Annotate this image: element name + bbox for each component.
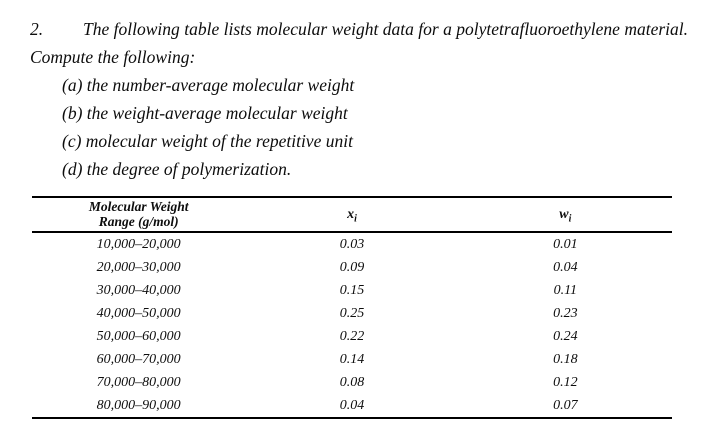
table-row: 70,000–80,000 0.08 0.12 — [32, 371, 672, 394]
table-row: 10,000–20,000 0.03 0.01 — [32, 232, 672, 256]
list-item-a: (a) the number-average molecular weight — [62, 75, 355, 95]
wi-cell: 0.04 — [553, 259, 578, 275]
range-cell: 30,000–40,000 — [96, 282, 181, 298]
xi-cell: 0.22 — [339, 328, 365, 344]
wi-cell: 0.23 — [553, 305, 578, 321]
header-molecular-weight-line2: Range (g/mol) — [98, 214, 179, 229]
xi-cell: 0.15 — [339, 282, 365, 298]
xi-cell: 0.25 — [339, 305, 365, 321]
range-cell: 60,000–70,000 — [96, 351, 181, 367]
problem-statement-line: 2. The following table lists molecular we… — [30, 15, 688, 43]
table-body: 10,000–20,000 0.03 0.01 20,000–30,000 0.… — [32, 232, 672, 418]
table-header: Molecular Weight Range (g/mol) xi wi — [32, 197, 672, 233]
range-cell: 70,000–80,000 — [96, 374, 181, 390]
xi-cell: 0.04 — [339, 397, 365, 413]
compute-instruction: Compute the following: — [30, 47, 196, 67]
molecular-weight-table: Molecular Weight Range (g/mol) xi wi 10,… — [32, 196, 672, 419]
table-row: 80,000–90,000 0.04 0.07 — [32, 394, 672, 418]
range-cell: 80,000–90,000 — [96, 397, 181, 413]
wi-cell: 0.11 — [553, 282, 578, 298]
header-xi: xi — [245, 197, 459, 233]
problem-number: 2. — [30, 19, 44, 39]
table-row: 20,000–30,000 0.09 0.04 — [32, 256, 672, 279]
list-item-b: (b) the weight-average molecular weight — [62, 103, 348, 123]
problem-intro-text: The following table lists molecular weig… — [83, 19, 688, 39]
xi-cell: 0.08 — [339, 374, 365, 390]
range-cell: 10,000–20,000 — [96, 236, 181, 252]
xi-cell: 0.09 — [339, 259, 365, 275]
range-cell: 50,000–60,000 — [96, 328, 181, 344]
xi-cell: 0.14 — [339, 351, 365, 367]
xi-cell: 0.03 — [339, 236, 365, 252]
wi-cell: 0.07 — [553, 397, 578, 413]
table-row: 30,000–40,000 0.15 0.11 — [32, 279, 672, 302]
wi-cell: 0.24 — [553, 328, 578, 344]
table-row: 50,000–60,000 0.22 0.24 — [32, 325, 672, 348]
header-wi-sub: i — [568, 213, 572, 225]
header-xi-sub: i — [354, 213, 357, 225]
table-row: 40,000–50,000 0.25 0.23 — [32, 302, 672, 325]
header-molecular-weight-range: Molecular Weight Range (g/mol) — [32, 197, 246, 233]
list-item-c: (c) molecular weight of the repetitive u… — [62, 131, 353, 151]
wi-cell: 0.12 — [553, 374, 578, 390]
header-xi-base: x — [347, 207, 355, 222]
range-cell: 40,000–50,000 — [96, 305, 181, 321]
list-item-d: (d) the degree of polymerization. — [62, 159, 292, 179]
wi-cell: 0.01 — [553, 236, 578, 252]
compute-item-list: (a) the number-average molecular weight … — [62, 71, 688, 183]
table-row: 60,000–70,000 0.14 0.18 — [32, 348, 672, 371]
header-wi-base: w — [559, 207, 569, 222]
header-wi: wi — [458, 197, 672, 233]
wi-cell: 0.18 — [553, 351, 578, 367]
header-molecular-weight-line1: Molecular Weight — [88, 199, 189, 214]
range-cell: 20,000–30,000 — [96, 259, 181, 275]
